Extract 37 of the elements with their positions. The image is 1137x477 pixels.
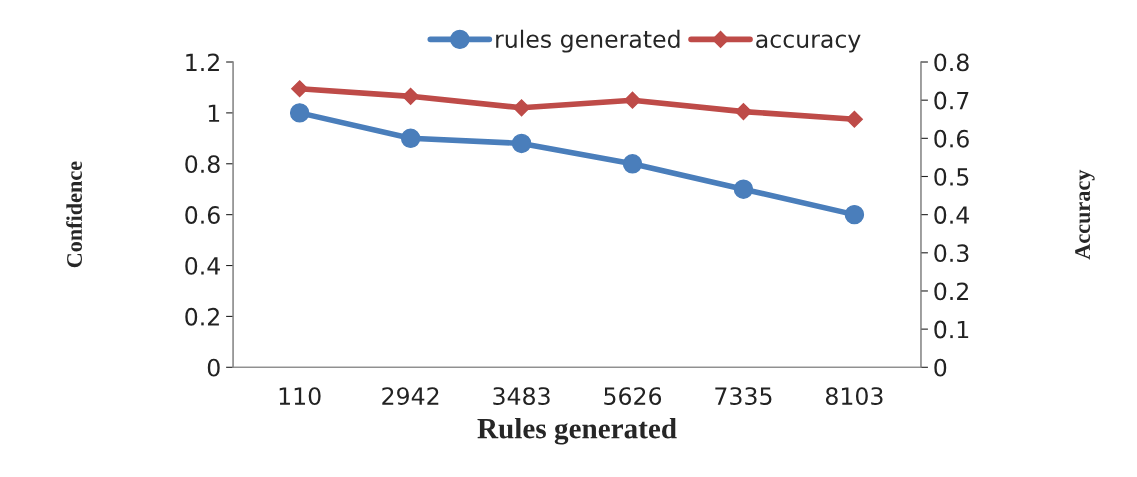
point — [400, 128, 421, 149]
legend-label: rules generated — [496, 29, 680, 53]
y2-tick-label: 0.4 — [934, 206, 969, 224]
y-axis-title: Confidence — [66, 161, 82, 268]
y-tick-label: 0.6 — [185, 206, 220, 224]
point — [511, 133, 532, 154]
y2-tick-label: 0.8 — [934, 53, 969, 72]
x-tick-label: 110 — [279, 387, 321, 406]
point — [291, 80, 309, 98]
y-tick-label: 1 — [208, 104, 220, 122]
y2-tick-label: 0.6 — [934, 129, 969, 148]
y2-tick-label: 0.5 — [934, 167, 969, 186]
y2-tick-label: 0.3 — [934, 244, 969, 263]
x-tick-label: 7335 — [715, 387, 772, 406]
point — [734, 103, 753, 121]
point — [622, 154, 643, 174]
y-tick-label: 0.4 — [185, 256, 220, 275]
y-tick-label: 0.2 — [185, 307, 219, 326]
point — [289, 103, 310, 123]
x-tick-label: 5626 — [604, 387, 662, 406]
point — [733, 179, 754, 199]
point — [844, 204, 865, 225]
y2-tick-label: 0.7 — [934, 91, 969, 110]
x-axis-title: Rules generated — [477, 417, 677, 445]
y-tick-label: 0.8 — [185, 155, 220, 174]
x-tick-label: 3483 — [493, 387, 550, 406]
y2-tick-label: 0 — [934, 358, 947, 377]
legend-label: accuracy — [756, 34, 861, 53]
point — [845, 110, 863, 128]
y-tick-label: 0 — [207, 358, 220, 377]
x-tick-label: 2942 — [382, 387, 439, 406]
point — [402, 87, 420, 105]
y-tick-label: 1.2 — [186, 53, 219, 71]
y2-tick-label: 0.1 — [934, 320, 969, 339]
x-tick-label: 8103 — [825, 387, 883, 406]
y2-tick-label: 0.2 — [934, 282, 968, 301]
y2-axis-title: Accuracy — [1075, 169, 1095, 260]
